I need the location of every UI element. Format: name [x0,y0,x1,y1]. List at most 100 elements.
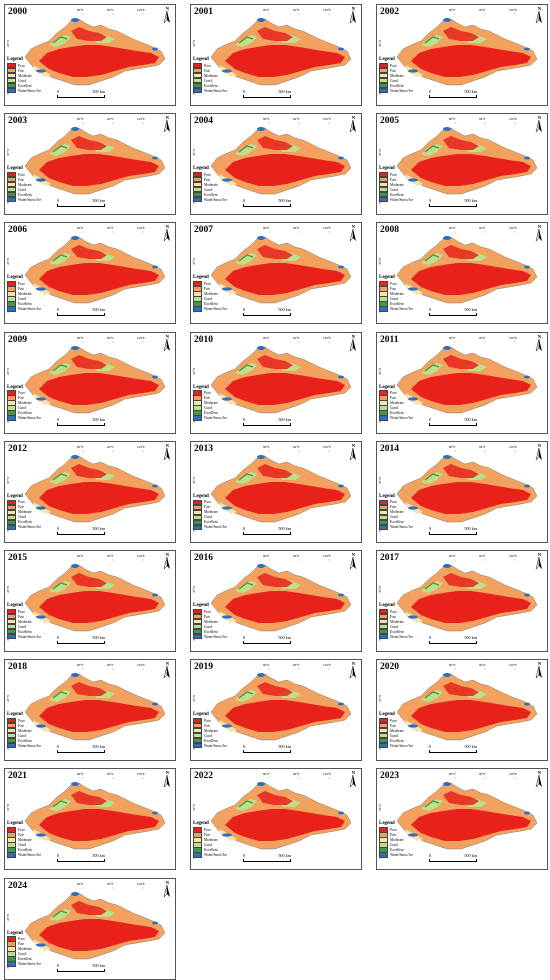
legend-label: Fair [390,723,396,728]
scale-bar: 0 500 km [429,417,477,426]
legend-swatch [193,196,202,203]
scale-line [57,95,105,98]
legend: Legend Poor Fair Moderate Good Excellent Water… [7,931,41,967]
excellent-area [424,582,440,590]
north-label: N [165,333,169,339]
year-label: 2004 [194,116,213,127]
map-panel-2010: 201080°E90°E100°E45°N40°N35°NNLegendPoor… [190,331,362,434]
legend-title: Legend [7,821,23,827]
north-label: N [165,115,169,121]
legend-label: Excellent [204,847,218,852]
legend-label: Fair [18,723,24,728]
legend-label: Good [18,624,26,629]
north-label: N [351,552,355,557]
water-body [338,47,344,51]
legend-item: Water/Snow/Ice [7,87,41,94]
scale-end-label: 500 km [278,89,291,94]
region-map [210,777,352,850]
water-body [338,375,344,379]
scale-end-label: 500 km [278,416,291,422]
legend-label: Excellent [18,847,32,852]
scale-end-label: 500 km [278,853,291,859]
region-map [210,559,352,632]
scale-line [243,859,291,863]
scale-start-label: 0 [243,307,246,313]
scale-line [243,641,291,644]
scale-bar: 0 500 km [57,89,105,98]
longitude-label: 100°E [509,444,518,449]
legend-swatch [193,524,202,531]
legend-title: Legend [7,930,23,936]
water-body [443,454,451,459]
water-body [443,345,451,350]
legend-label: Water/Snow/Ice [18,852,42,857]
water-body [152,593,158,597]
scale-bar: 0 500 km [243,198,291,208]
legend-label: Fair [18,614,24,619]
excellent-area [52,691,68,699]
water-body [257,673,265,678]
legend-label: Poor [18,718,25,723]
scale-bar: 0 500 km [57,198,105,208]
north-arrow-icon [163,120,170,134]
water-body [338,265,344,269]
excellent-area [52,363,68,372]
north-label: N [165,770,169,776]
poor-area-core [39,591,159,623]
legend-item: Water/Snow/Ice [193,306,227,312]
north-label: N [165,224,169,230]
legend-label: Good [18,515,26,520]
longitude-label: 90°E [293,444,300,449]
poor-area-north [71,245,107,260]
longitude-label: 80°E [77,444,84,449]
year-label: 2009 [8,334,27,345]
water-body [36,287,46,291]
legend-swatch [7,961,16,967]
scale-start-label: 0 [57,525,60,531]
legend-label: Excellent [390,629,404,634]
longitude-label: 90°E [479,772,486,777]
legend-title: Legend [193,57,209,62]
legend-label: Moderate [390,401,404,406]
region-map [210,231,352,304]
legend-label: Poor [390,391,397,396]
region-map [396,340,538,413]
legend-label: Excellent [204,301,218,306]
scale-end-label: 500 km [464,744,477,750]
excellent-area [424,473,440,481]
poor-area-core [39,45,159,77]
scale-end-label: 500 km [92,198,105,204]
legend: Legend Poor Fair Moderate Good Excellent Water… [193,603,227,640]
legend-label: Poor [18,827,25,832]
poor-area-north [443,682,479,697]
scale-bar: 0 500 km [429,307,477,317]
region-map [210,122,352,195]
longitude-label: 90°E [107,226,114,231]
scale-end-label: 500 km [464,525,477,531]
legend-swatch [193,742,202,749]
water-body [443,236,451,241]
water-body [408,178,418,182]
poor-area-north [443,463,479,478]
legend-label: Fair [204,396,210,401]
poor-area-core [411,45,531,77]
water-body [71,782,79,787]
legend-label: Moderate [390,182,404,187]
legend-item: Water/Snow/Ice [7,415,42,421]
legend-label: Water/Snow/Ice [18,416,42,421]
scale-start-label: 0 [243,416,246,422]
latitude-label: 45°N [6,586,10,593]
excellent-area [52,473,68,481]
legend-item: Water/Snow/Ice [379,742,413,749]
excellent-area [238,691,254,699]
scale-end-label: 500 km [464,635,477,640]
water-body [338,593,344,597]
legend-swatch [7,196,16,203]
water-body [36,942,46,947]
longitude-label: 80°E [263,226,270,231]
legend-label: Excellent [18,83,32,88]
legend-label: Water/Snow/Ice [390,634,414,639]
longitude-label: 100°E [137,117,146,122]
legend-label: Excellent [390,301,404,306]
region-map [396,777,538,850]
